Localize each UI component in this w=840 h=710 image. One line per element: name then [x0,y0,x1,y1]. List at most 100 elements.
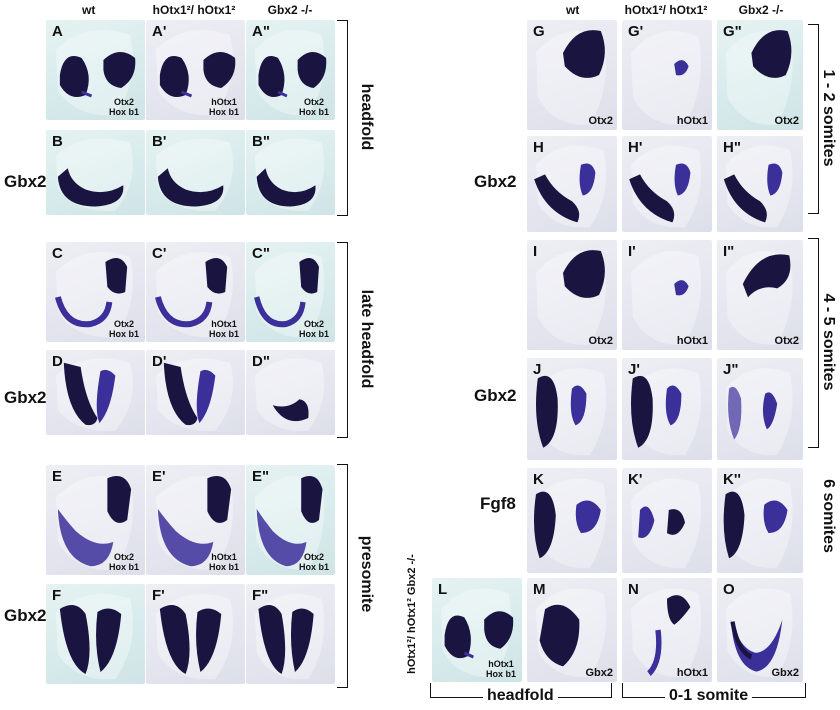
embryo-stain-image [631,478,702,569]
probe-label: Otx2 [589,335,613,347]
panel-B1: B' [146,130,245,215]
panel-K1: K' [622,468,712,573]
panel-E: E Otx2 Hox b1 [46,465,145,575]
panel-letter: H' [628,139,643,156]
panel-H: H [527,136,617,232]
panel-D: D [46,350,145,435]
col-header-gbx2-right: Gbx2 -/- [738,3,784,17]
panel-H2: H" [717,136,803,232]
panel-O: O Gbx2 [717,578,803,682]
embryo-stain-image [254,138,325,211]
probe-label: Otx2 Hox b1 [109,552,139,572]
panel-I: I Otx2 [527,240,617,350]
panel-letter: B' [152,133,167,150]
stage-1-2-somites: 1 - 2 somites [820,69,837,167]
probe-label-1: Otx2 [588,335,613,347]
embryo-stain-image [254,475,325,570]
stage-6-somites: 6 somites [820,479,837,553]
panel-D1: D' [146,350,245,435]
panel-letter: A' [152,23,167,40]
panel-F: F [46,584,145,684]
row-label-D: Gbx2 [4,388,47,407]
panel-letter: N [628,581,639,598]
probe-label-2: Hox b1 [108,562,139,572]
embryo-stain-image [631,31,702,125]
embryo-stain-image [725,368,793,456]
embryo-stain-image [55,252,133,338]
panel-G1: G' hOtx1 [622,20,712,130]
panel-G2: G" Otx2 [717,20,803,130]
embryo-stain-image [536,250,607,345]
row-label-B: Gbx2 [4,172,47,191]
probe-label-1: hOtx1 [211,319,237,329]
panel-letter: I [533,243,538,260]
embryo-stain-image [533,478,607,569]
panel-A2: A" Otx2 Hox b1 [246,20,335,120]
probe-label-1: Otx2 [113,319,134,329]
probe-label-1: hOtx1 [676,667,708,679]
panel-J: J [527,358,617,460]
embryo-stain-image [536,30,607,125]
probe-label-1: Gbx2 [585,667,613,679]
embryo-stain-image [536,368,607,456]
probe-label: hOtx1 [677,335,708,347]
panel-E2: E" Otx2 Hox b1 [246,465,335,575]
panel-letter: I" [723,243,735,260]
panel-letter: E' [152,468,166,485]
probe-label: hOtx1 [677,115,708,127]
row-label-F: Gbx2 [4,606,47,625]
panel-J2: J" [717,358,803,460]
probe-label-1: Gbx2 [771,667,799,679]
embryo-stain-image [55,475,133,570]
panel-I2: I" Otx2 [717,240,803,350]
embryo-stain-image [155,138,233,211]
panel-letter: K [533,471,544,488]
panel-letter: G' [628,23,644,40]
panel-letter: L [438,581,448,598]
probe-label-2: Hox b1 [108,329,139,339]
panel-F1: F' [146,584,245,684]
panel-K2: K'' [717,468,803,573]
probe-label-2: Hox b1 [208,562,239,572]
panel-letter: J' [628,361,640,378]
panel-letter: D' [152,353,167,370]
embryo-stain-image [534,145,607,228]
embryo-stain-image [55,594,133,680]
panel-letter: F" [252,587,269,604]
probe-label-2: Hox b1 [208,107,239,117]
panel-M: M Gbx2 [527,578,617,682]
stage-late-headfold: late headfold [358,289,375,389]
embryo-stain-image [55,138,133,211]
panel-D2: D" [246,350,335,435]
embryo-stain-image [725,251,793,345]
panel-letter: I' [628,243,636,260]
panel-J1: J' [622,358,712,460]
embryo-stain-image [254,30,327,116]
embryo-stain-image [629,145,702,228]
panel-I1: I' hOtx1 [622,240,712,350]
stage-bottom-headfold: headfold [483,687,558,705]
panel-letter: C" [252,245,270,262]
embryo-stain-image [441,588,514,678]
embryo-stain-image [155,358,233,431]
probe-label-2: Hox b1 [298,107,329,117]
probe-label-1: hOtx1 [676,115,708,127]
panel-letter: F' [152,587,165,604]
probe-label: Otx2 Hox b1 [299,319,329,339]
embryo-stain-image [155,30,236,116]
col-header-hotx1-left: hOtx1²/ hOtx1² [152,3,236,17]
probe-label: hOtx1 Hox b1 [209,97,239,117]
probe-label-1: hOtx1 [211,552,237,562]
panel-letter: E" [252,468,270,485]
probe-label-1: Otx2 [303,319,324,329]
bracket-1-2-somites [808,24,819,214]
panel-A1: A' hOtx1 Hox b1 [146,20,245,120]
probe-label: hOtx1 Hox b1 [486,659,516,679]
panel-C: C Otx2 Hox b1 [46,242,145,342]
probe-label: Otx2 Hox b1 [299,552,329,572]
embryo-stain-image [725,588,793,678]
panel-letter: G" [723,23,742,40]
panel-letter: H [533,139,544,156]
panel-letter: A [52,23,63,40]
